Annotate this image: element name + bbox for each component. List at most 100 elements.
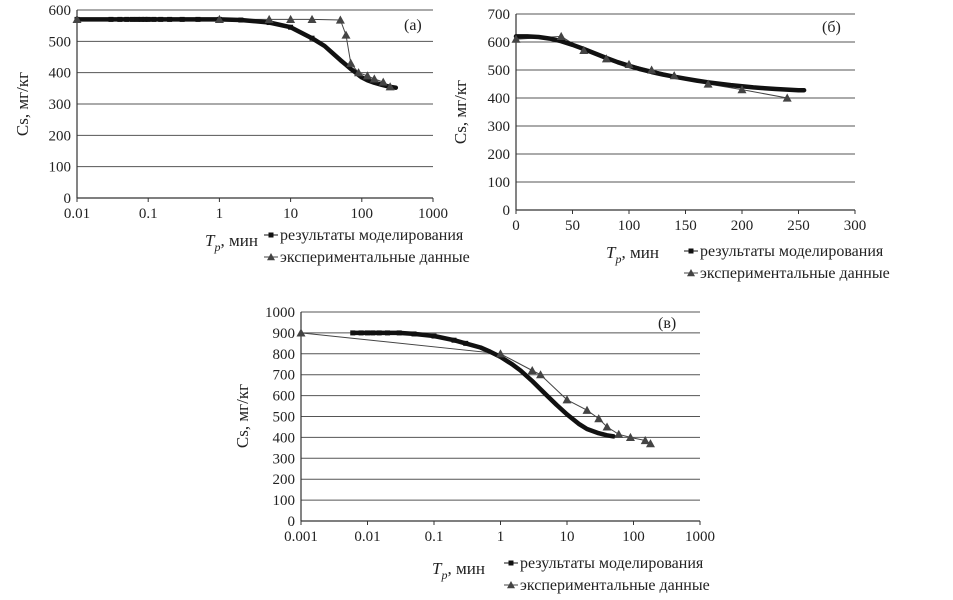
experimental-point	[527, 366, 537, 375]
legend-experimental-label: экспериментальные данные	[520, 577, 710, 594]
x-tick-label: 200	[731, 218, 754, 234]
legend-model-label: результаты моделирования	[520, 555, 704, 572]
legend-experimental-label: экспериментальные данные	[280, 249, 470, 266]
experimental-point	[640, 436, 650, 445]
x-tick-label: 1	[497, 529, 505, 545]
legend-model-label: результаты моделирования	[280, 227, 464, 244]
y-tick-label: 300	[273, 451, 296, 467]
experimental-point	[496, 349, 505, 358]
y-tick-label: 200	[49, 128, 72, 144]
experimental-point	[579, 45, 589, 54]
x-axis-label: Tp, мин	[432, 559, 485, 582]
x-tick-label: 1000	[418, 206, 448, 222]
model-point	[431, 333, 437, 339]
x-tick-label: 300	[844, 218, 867, 234]
model-point	[134, 16, 140, 22]
x-tick-label: 0.001	[284, 529, 318, 545]
y-tick-label: 1000	[265, 305, 295, 321]
x-axis-label-unit: , мин	[621, 243, 658, 262]
x-tick-label: 100	[622, 529, 645, 545]
y-tick-label: 200	[488, 147, 511, 163]
y-tick-label: 500	[49, 34, 72, 50]
legend-experimental-marker	[507, 581, 515, 589]
y-tick-label: 500	[488, 63, 511, 79]
x-tick-label: 250	[787, 218, 810, 234]
experimental-point	[582, 405, 592, 414]
legend: результаты моделирования экспериментальны…	[264, 227, 470, 266]
chart-panel-1: 0 100 200 300 400 500 600 0.01 0.1 1 10 100 1000 (а) C…	[13, 3, 470, 266]
experimental-point	[362, 71, 372, 80]
model-point	[396, 330, 402, 336]
y-tick-label: 900	[273, 326, 296, 342]
y-axis-label: Cs, мг/кг	[233, 384, 252, 448]
legend-model-marker	[688, 248, 694, 254]
y-tick-label: 700	[488, 7, 511, 23]
experimental-point	[341, 30, 351, 39]
panel-label: (б)	[822, 19, 841, 36]
series-line-experimental	[77, 18, 391, 88]
x-tick-label: 100	[618, 218, 641, 234]
experimental-point	[385, 82, 395, 91]
x-tick-label: 0	[512, 218, 520, 234]
experimental-point	[335, 15, 345, 24]
legend: результаты моделирования экспериментальны…	[684, 243, 890, 282]
y-tick-label: 0	[503, 203, 511, 219]
model-point	[238, 17, 244, 23]
experimental-point	[264, 14, 274, 23]
x-tick-label: 10	[283, 206, 298, 222]
model-point	[385, 330, 391, 336]
model-point	[309, 35, 315, 41]
model-point	[138, 16, 144, 22]
experimental-point	[562, 395, 572, 404]
y-tick-label: 600	[273, 389, 296, 405]
x-axis-label: Tp, мин	[205, 231, 258, 254]
model-point	[129, 16, 135, 22]
experimental-point	[378, 77, 388, 86]
legend-experimental-marker	[687, 269, 695, 277]
x-axis-label-subscript: p	[440, 568, 447, 582]
x-axis-label-unit: , мин	[447, 559, 484, 578]
y-tick-label: 800	[273, 347, 296, 363]
x-tick-label: 0.01	[64, 206, 90, 222]
model-point	[145, 16, 151, 22]
experimental-point	[536, 370, 546, 379]
chart-panel-2: 0 100 200 300 400 500 600 700 0 50 100 150 200 250 300…	[451, 7, 890, 282]
y-tick-label: 100	[49, 160, 72, 176]
y-tick-label: 500	[273, 410, 296, 426]
experimental-point	[647, 65, 657, 74]
experimental-point	[296, 328, 306, 337]
series-line-model	[74, 17, 399, 90]
x-axis-label: Tp, мин	[606, 243, 659, 266]
y-axis-label: Cs, мг/кг	[13, 72, 32, 136]
experimental-point	[614, 429, 624, 438]
experimental-point	[594, 414, 604, 423]
model-point	[124, 16, 130, 22]
x-axis-label-main: T	[606, 243, 617, 262]
panel-label: (в)	[658, 315, 676, 332]
x-axis-label-main: T	[205, 231, 216, 250]
model-point	[195, 16, 201, 22]
model-point	[411, 331, 417, 337]
x-axis-label-main: T	[432, 559, 443, 578]
model-point	[179, 16, 185, 22]
x-axis-label-unit: , мин	[220, 231, 257, 250]
x-tick-label: 0.1	[139, 206, 158, 222]
model-point	[108, 16, 114, 22]
model-point	[167, 16, 173, 22]
chart-panel-3: 0 100 200 300 400 500 600 700 800 900 1000 0.001 0.0…	[233, 305, 715, 594]
panel-label: (а)	[404, 17, 422, 34]
model-point	[365, 330, 370, 336]
experimental-point	[601, 54, 611, 63]
experimental-point	[669, 71, 679, 80]
x-axis-label-subscript: p	[614, 252, 621, 266]
experimental-point	[737, 85, 747, 94]
x-axis-label-subscript: p	[213, 240, 220, 254]
x-tick-label: 10	[560, 529, 575, 545]
experimental-point	[307, 14, 317, 23]
experimental-point	[602, 422, 612, 431]
y-tick-label: 200	[273, 472, 296, 488]
y-tick-label: 100	[488, 175, 511, 191]
model-point	[288, 24, 294, 30]
model-point	[117, 16, 123, 22]
y-tick-label: 400	[273, 430, 296, 446]
